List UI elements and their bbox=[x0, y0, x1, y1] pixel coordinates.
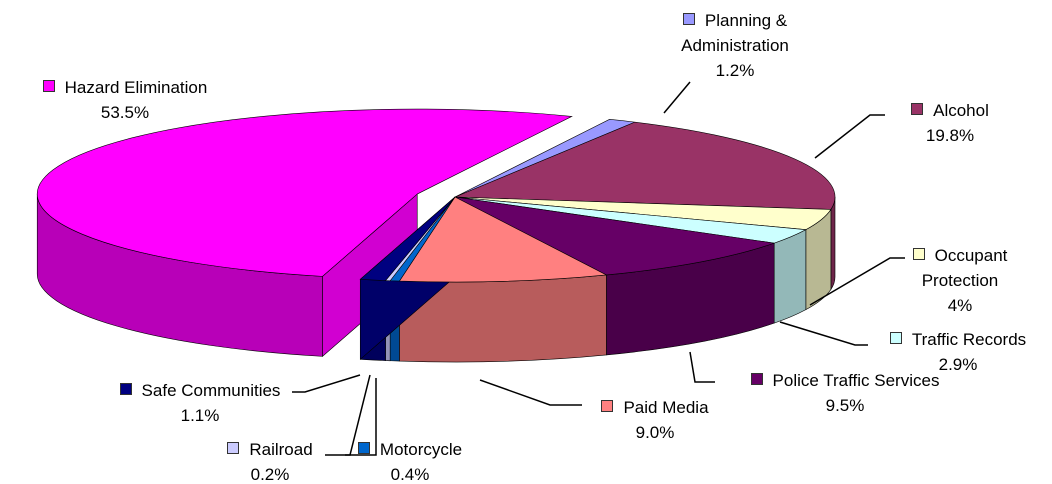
slice-label: Paid Media 9.0% bbox=[580, 395, 730, 445]
legend-swatch bbox=[682, 13, 695, 25]
category-name: Paid Media bbox=[623, 398, 709, 417]
slice-label: Planning & Administration 1.2% bbox=[650, 8, 820, 83]
value-label: 2.9% bbox=[938, 355, 978, 374]
slice-label: Police Traffic Services 9.5% bbox=[715, 368, 975, 418]
value-label: 53.5% bbox=[100, 103, 150, 122]
slice-label: Occupant Protection 4% bbox=[905, 243, 1015, 318]
slice-label: Hazard Elimination 53.5% bbox=[10, 75, 240, 125]
slice bbox=[454, 121, 836, 210]
slice-label: Alcohol 19.8% bbox=[890, 98, 1010, 148]
slice-side bbox=[830, 196, 836, 291]
legend-swatch bbox=[912, 248, 925, 260]
slice-label: Railroad 0.2% bbox=[210, 437, 330, 484]
legend-swatch bbox=[119, 383, 132, 395]
value-label: 4% bbox=[947, 296, 973, 315]
leader-line bbox=[779, 321, 868, 346]
value-label: 9.5% bbox=[825, 396, 865, 415]
legend-swatch bbox=[357, 442, 370, 454]
category-name: Motorcycle bbox=[379, 440, 463, 459]
legend-swatch bbox=[750, 373, 763, 385]
leader-line bbox=[689, 351, 715, 383]
value-label: 0.4% bbox=[390, 465, 430, 484]
value-label: 19.8% bbox=[925, 126, 975, 145]
value-label: 1.1% bbox=[180, 406, 220, 425]
category-name: Railroad bbox=[249, 440, 313, 459]
legend-swatch bbox=[601, 400, 614, 412]
leader-line bbox=[479, 379, 582, 406]
slice-label: Safe Communities 1.1% bbox=[85, 378, 315, 428]
category-name: Hazard Elimination bbox=[64, 78, 208, 97]
slice bbox=[398, 196, 608, 283]
legend-swatch bbox=[911, 103, 924, 115]
category-name: Traffic Records bbox=[911, 330, 1027, 349]
legend-swatch bbox=[889, 332, 902, 344]
slice-label: Traffic Records 2.9% bbox=[863, 327, 1052, 377]
slice-label: Motorcycle 0.4% bbox=[340, 437, 480, 484]
slice bbox=[454, 196, 775, 276]
leader-line bbox=[292, 374, 361, 393]
category-name: Planning & Administration bbox=[681, 11, 789, 55]
leader-line bbox=[809, 257, 905, 306]
leader-lines bbox=[292, 81, 905, 456]
leader-line bbox=[663, 81, 691, 114]
value-label: 9.0% bbox=[635, 423, 675, 442]
category-name: Police Traffic Services bbox=[772, 371, 940, 390]
slice-side bbox=[773, 229, 807, 324]
legend-swatch bbox=[227, 442, 240, 454]
legend-swatch bbox=[42, 80, 55, 92]
category-name: Safe Communities bbox=[141, 381, 281, 400]
slice bbox=[359, 196, 456, 281]
value-label: 1.2% bbox=[715, 61, 755, 80]
value-label: 0.2% bbox=[250, 465, 290, 484]
leader-line bbox=[345, 378, 377, 456]
category-name: Occupant Protection bbox=[921, 246, 1008, 290]
slice bbox=[36, 108, 573, 277]
category-name: Alcohol bbox=[933, 101, 989, 120]
leader-line bbox=[814, 114, 885, 159]
